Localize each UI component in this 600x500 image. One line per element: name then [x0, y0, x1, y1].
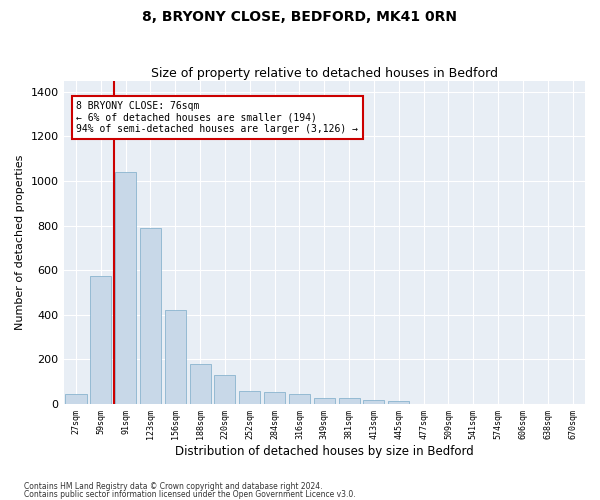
Y-axis label: Number of detached properties: Number of detached properties	[15, 154, 25, 330]
Bar	[214, 375, 235, 404]
Bar	[338, 398, 359, 404]
Text: 8 BRYONY CLOSE: 76sqm
← 6% of detached houses are smaller (194)
94% of semi-deta: 8 BRYONY CLOSE: 76sqm ← 6% of detached h…	[76, 100, 358, 134]
Bar	[90, 276, 112, 404]
Text: 8, BRYONY CLOSE, BEDFORD, MK41 0RN: 8, BRYONY CLOSE, BEDFORD, MK41 0RN	[143, 10, 458, 24]
Text: Contains public sector information licensed under the Open Government Licence v3: Contains public sector information licen…	[24, 490, 356, 499]
Bar	[165, 310, 186, 404]
Bar	[314, 398, 335, 404]
Title: Size of property relative to detached houses in Bedford: Size of property relative to detached ho…	[151, 66, 498, 80]
Bar	[115, 172, 136, 404]
Bar	[388, 402, 409, 404]
Text: Contains HM Land Registry data © Crown copyright and database right 2024.: Contains HM Land Registry data © Crown c…	[24, 482, 323, 491]
X-axis label: Distribution of detached houses by size in Bedford: Distribution of detached houses by size …	[175, 444, 473, 458]
Bar	[239, 391, 260, 404]
Bar	[364, 400, 385, 404]
Bar	[65, 394, 86, 404]
Bar	[190, 364, 211, 404]
Bar	[264, 392, 285, 404]
Bar	[289, 394, 310, 404]
Bar	[140, 228, 161, 404]
